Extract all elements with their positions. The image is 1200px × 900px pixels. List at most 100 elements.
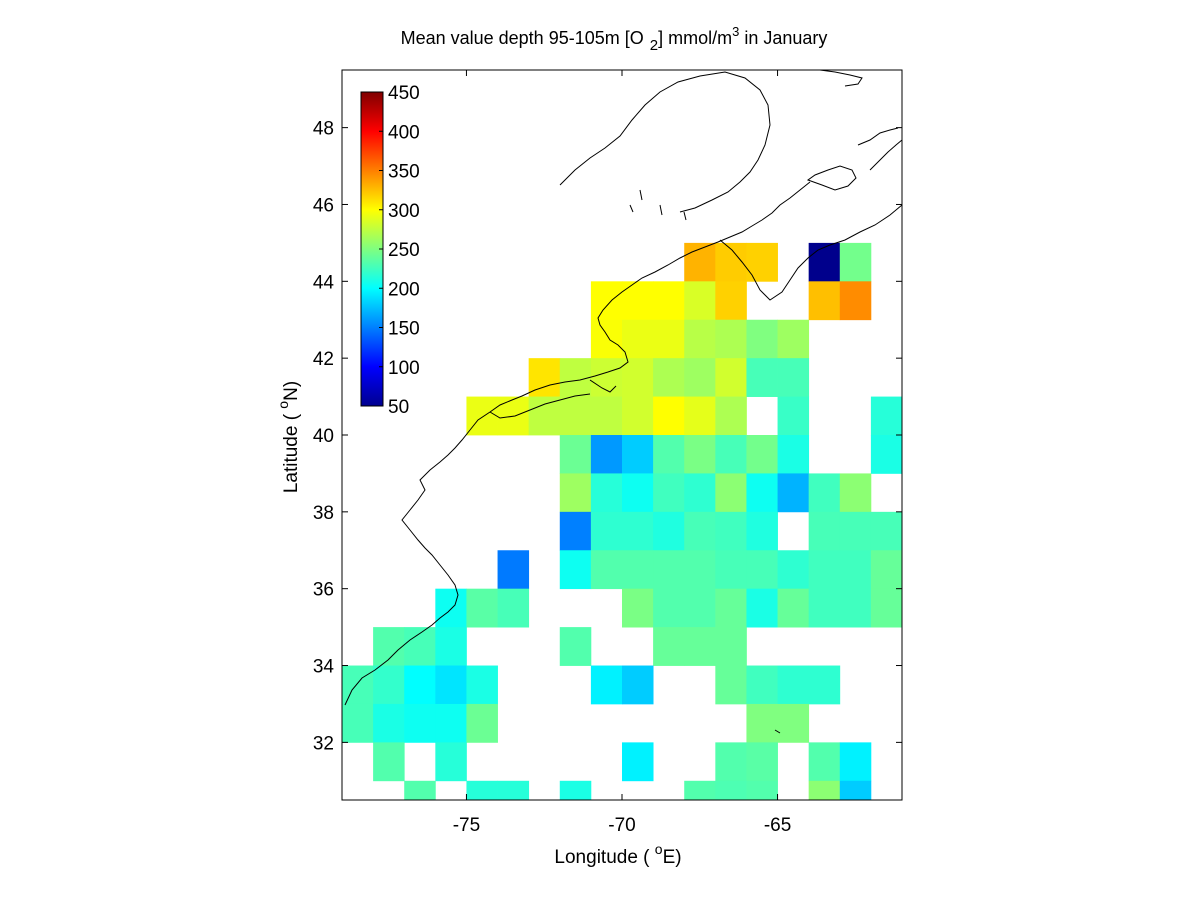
- heatmap-cell: [622, 319, 654, 359]
- heatmap-cell: [559, 511, 592, 551]
- heatmap-cell: [590, 665, 623, 705]
- heatmap-cell: [559, 358, 592, 397]
- colorbar-tick-label: 450: [388, 83, 420, 104]
- heatmap-cell: [622, 396, 654, 436]
- colorbar-tick-label: 50: [388, 397, 409, 418]
- heatmap-cell: [933, 473, 965, 512]
- heatmap-cell: [590, 358, 623, 397]
- y-tick-label: 48: [313, 119, 334, 140]
- heatmap-cell: [715, 588, 747, 628]
- heatmap-cell: [808, 281, 841, 321]
- heatmap-cell: [839, 242, 872, 282]
- heatmap-cell: [808, 742, 841, 782]
- heatmap-cell: [777, 550, 810, 590]
- heatmap-cell: [559, 550, 592, 590]
- heatmap-cell: [466, 703, 498, 743]
- y-tick-label: 38: [313, 503, 334, 524]
- heatmap-cell: [839, 742, 872, 782]
- heatmap-cell: [653, 473, 685, 513]
- heatmap-cell: [746, 780, 778, 800]
- heatmap-cell: [559, 396, 592, 436]
- heatmap-cell: [808, 780, 841, 800]
- heatmap-cell: [404, 780, 436, 800]
- heatmap-cell: [559, 627, 592, 666]
- heatmap-cell: [684, 473, 716, 513]
- colorbar-tick-label: 200: [388, 279, 420, 300]
- colorbar-tick-label: 250: [388, 240, 420, 261]
- heatmap-cell: [653, 396, 685, 436]
- colorbar-ticks: 50 100 150 200 250 300 350 400 450: [379, 83, 420, 418]
- heatmap-cell: [715, 281, 747, 321]
- heatmap-cell: [528, 396, 561, 436]
- heatmap-cell: [902, 397, 934, 436]
- heatmap-cell: [746, 742, 778, 782]
- heatmap-cell: [684, 511, 716, 551]
- heatmap-cell: [746, 703, 778, 743]
- colorbar-tick-label: 350: [388, 162, 420, 183]
- heatmap-cell: [684, 281, 716, 321]
- heatmap-cell: [715, 358, 747, 397]
- colorbar-tick-label: 150: [388, 319, 420, 340]
- heatmap-cell: [715, 665, 747, 705]
- heatmap-cell: [559, 435, 592, 474]
- heatmap-cell: [715, 780, 747, 800]
- heatmap-cell: [808, 242, 841, 282]
- heatmap-cell: [590, 281, 623, 321]
- heatmap-cell: [808, 665, 841, 705]
- heatmap-cell: [590, 511, 623, 551]
- colorbar-tick-label: 400: [388, 122, 420, 143]
- heatmap-cell: [653, 511, 685, 551]
- heatmap-cell: [684, 319, 716, 359]
- heatmap-cell: [466, 396, 498, 436]
- heatmap-cell: [653, 588, 685, 628]
- heatmap-cell: [808, 588, 841, 628]
- y-tick-label: 40: [313, 426, 334, 447]
- heatmap-cell: [902, 512, 934, 551]
- heatmap-cell: [746, 511, 778, 551]
- heatmap-cell: [466, 665, 498, 705]
- heatmap-cell: [373, 665, 405, 705]
- heatmap-cell: [404, 665, 436, 705]
- heatmap-cell: [746, 319, 778, 359]
- heatmap-cell: [933, 589, 965, 628]
- x-tick-label: -65: [764, 815, 791, 836]
- heatmap-cell: [497, 780, 530, 800]
- heatmap-cell: [808, 550, 841, 590]
- heatmap-cell: [435, 588, 467, 628]
- y-tick-label: 44: [313, 272, 335, 293]
- heatmap-cell: [342, 665, 374, 705]
- heatmap-cell: [590, 435, 623, 474]
- heatmap-cell: [373, 742, 405, 782]
- heatmap-cell: [777, 665, 810, 705]
- heatmap-cell: [622, 665, 654, 705]
- heatmap-cell: [497, 550, 530, 590]
- x-axis-label: Longitude ( oE): [554, 841, 681, 868]
- heatmap-cell: [435, 703, 467, 743]
- heatmap-cell: [622, 588, 654, 628]
- heatmap-cell: [590, 550, 623, 590]
- heatmap-cell: [746, 665, 778, 705]
- heatmap-cell: [435, 627, 467, 666]
- heatmap-cell: [684, 627, 716, 666]
- heatmap-cell: [746, 242, 778, 282]
- heatmap-cell: [870, 396, 902, 436]
- heatmap-cell: [870, 550, 902, 590]
- heatmap-cell: [777, 358, 810, 397]
- heatmap-cell: [933, 435, 965, 474]
- y-axis-label: Latitude ( oN): [275, 381, 302, 493]
- heatmap-cell: [684, 550, 716, 590]
- heatmap-cell: [435, 742, 467, 782]
- heatmap-cell: [622, 435, 654, 474]
- heatmap-cell: [466, 780, 498, 800]
- heatmap-cell: [715, 319, 747, 359]
- heatmap-cell: [653, 358, 685, 397]
- heatmap-cell: [590, 319, 623, 359]
- y-tick-label: 36: [313, 580, 334, 601]
- x-tick-label: -75: [453, 815, 480, 836]
- heatmap-cell: [933, 704, 965, 743]
- x-tick-labels: -75 -70 -65: [453, 815, 792, 836]
- heatmap-cell: [746, 550, 778, 590]
- heatmap-cell: [653, 319, 685, 359]
- heatmap-cell: [622, 742, 654, 782]
